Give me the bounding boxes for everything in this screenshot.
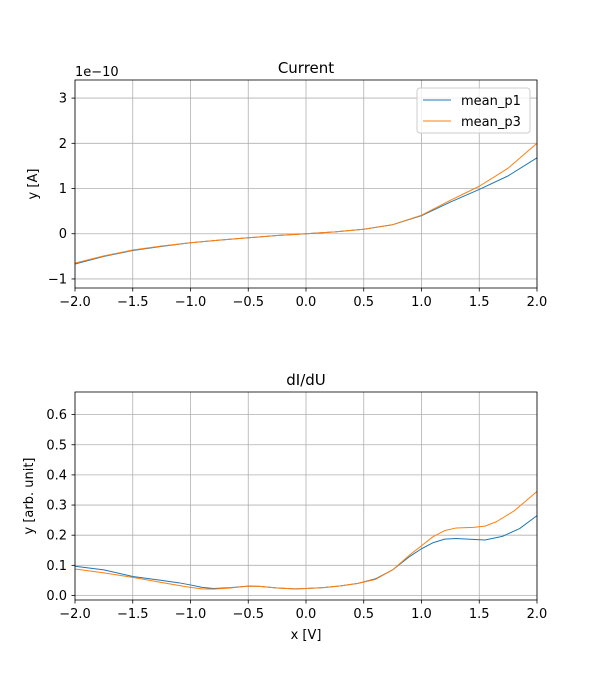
- didu-x-tick-label: −1.5: [117, 607, 149, 622]
- didu-x-tick-label: 2.0: [527, 607, 548, 622]
- current-y-axis-label: y [A]: [26, 169, 41, 200]
- current-x-tick-label: −2.0: [59, 295, 91, 310]
- current-x-tick-label: 1.5: [469, 295, 490, 310]
- didu-x-tick-label: −2.0: [59, 607, 91, 622]
- didu-y-tick-label: 0.6: [46, 408, 67, 423]
- current-x-tick-label: −0.5: [232, 295, 264, 310]
- didu-x-tick-label: 0.5: [353, 607, 374, 622]
- current-y-tick-label: −1: [48, 272, 67, 287]
- legend-label-mean-p1: mean_p1: [461, 94, 521, 109]
- didu-y-tick-label: 0.1: [46, 559, 67, 574]
- current-y-tick-label: 2: [59, 137, 67, 152]
- current-title: Current: [278, 59, 334, 77]
- current-x-tick-label: −1.0: [175, 295, 207, 310]
- didu-x-tick-label: 0.0: [296, 607, 317, 622]
- didu-x-tick-label: −0.5: [232, 607, 264, 622]
- didu-x-tick-label: 1.5: [469, 607, 490, 622]
- current-chart: −2.0 −1.5 −1.0 −0.5 0.0 0.5 1.0 1.5 2.0 −1 0 1 2 3 C…: [26, 59, 547, 310]
- current-y-tick-label: 0: [59, 227, 67, 242]
- current-x-tick-label: 2.0: [527, 295, 548, 310]
- current-x-ticks: −2.0 −1.5 −1.0 −0.5 0.0 0.5 1.0 1.5 2.0: [59, 288, 547, 310]
- legend-label-mean-p3: mean_p3: [461, 115, 521, 130]
- didu-y-tick-label: 0.2: [46, 529, 67, 544]
- current-y-tick-label: 3: [59, 92, 67, 107]
- current-x-tick-label: −1.5: [117, 295, 149, 310]
- didu-y-tick-label: 0.0: [46, 589, 67, 604]
- didu-series-line-mean-p3: [74, 491, 538, 590]
- current-legend: mean_p1 mean_p3: [416, 87, 531, 134]
- didu-x-tick-label: 1.0: [411, 607, 432, 622]
- didu-y-tick-label: 0.3: [46, 499, 67, 514]
- didu-chart: −2.0 −1.5 −1.0 −0.5 0.0 0.5 1.0 1.5 2.0 0.00.10.…: [22, 371, 547, 643]
- legend-box: [416, 87, 531, 134]
- current-y-ticks: −1 0 1 2 3: [48, 92, 75, 287]
- didu-series-lines: [74, 491, 538, 590]
- current-x-tick-label: 0.0: [296, 295, 317, 310]
- current-series-lines: [74, 142, 538, 265]
- didu-x-axis-label: x [V]: [291, 628, 322, 643]
- didu-y-ticks: 0.0 0.1 0.2 0.3 0.4 0.5 0.6: [46, 408, 75, 604]
- current-x-tick-label: 1.0: [411, 295, 432, 310]
- current-x-tick-label: 0.5: [353, 295, 374, 310]
- current-offset-text: 1e−10: [75, 65, 119, 80]
- didu-x-ticks: −2.0 −1.5 −1.0 −0.5 0.0 0.5 1.0 1.5 2.0: [59, 600, 547, 622]
- didu-title: dI/dU: [286, 371, 326, 389]
- current-y-tick-label: 1: [59, 182, 67, 197]
- current-series-line-mean-p3: [74, 142, 538, 264]
- didu-y-tick-label: 0.5: [46, 438, 67, 453]
- didu-y-tick-label: 0.4: [46, 468, 67, 483]
- didu-y-axis-label: y [arb. unit]: [22, 458, 37, 535]
- didu-x-tick-label: −1.0: [175, 607, 207, 622]
